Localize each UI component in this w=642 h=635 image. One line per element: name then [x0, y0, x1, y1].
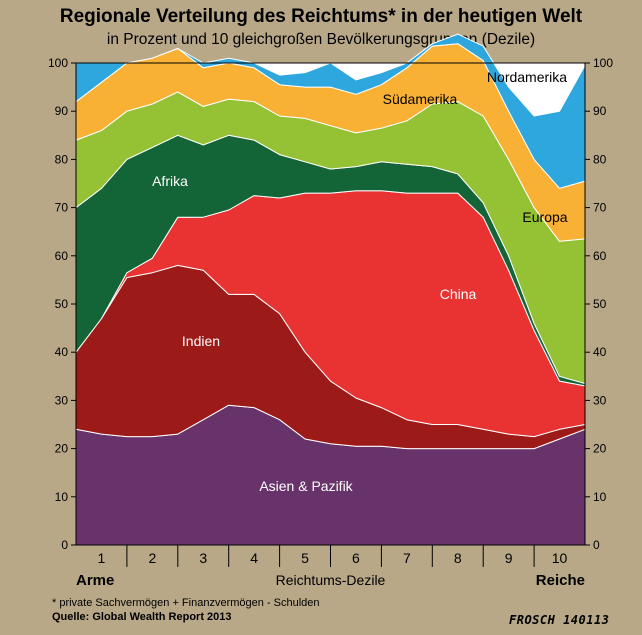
y-tick-label-right: 50	[593, 297, 607, 311]
x-left-label: Arme	[76, 572, 114, 589]
y-tick-label-right: 80	[593, 152, 607, 166]
x-tick-label: 10	[552, 550, 568, 566]
series-label-afrika: Afrika	[152, 173, 188, 189]
series-label-asien-pazifik: Asien & Pazifik	[259, 478, 353, 494]
series-label-indien: Indien	[182, 333, 220, 349]
x-right-label: Reiche	[536, 572, 585, 589]
x-tick-label: 5	[301, 550, 309, 566]
y-tick-label-left: 80	[55, 152, 69, 166]
chart-title: Regionale Verteilung des Reichtums* in d…	[59, 6, 583, 27]
y-tick-label-left: 100	[48, 56, 68, 70]
x-tick-label: 6	[352, 550, 360, 566]
y-tick-label-left: 0	[61, 538, 68, 552]
x-tick-label: 9	[505, 550, 513, 566]
y-tick-label-right: 10	[593, 490, 607, 504]
x-tick-label: 1	[98, 550, 106, 566]
y-tick-label-left: 60	[55, 249, 69, 263]
y-tick-label-right: 40	[593, 345, 607, 359]
y-tick-label-right: 100	[593, 56, 613, 70]
footnote: * private Sachvermögen + Finanzvermögen …	[52, 597, 320, 609]
x-axis-label: Reichtums-Dezile	[276, 572, 386, 588]
y-tick-label-left: 30	[55, 393, 69, 407]
y-tick-label-left: 20	[55, 442, 69, 456]
series-label-europa: Europa	[522, 209, 567, 225]
y-tick-label-right: 70	[593, 201, 607, 215]
y-tick-label-right: 20	[593, 442, 607, 456]
series-label-china: China	[440, 286, 477, 302]
series-label-nordamerika: Nordamerika	[487, 69, 567, 85]
x-tick-label: 4	[250, 550, 258, 566]
y-tick-label-left: 90	[55, 104, 69, 118]
y-tick-label-right: 0	[593, 538, 600, 552]
y-tick-label-left: 50	[55, 297, 69, 311]
signature: FROSCH 140113	[509, 613, 610, 627]
y-tick-label-left: 70	[55, 201, 69, 215]
x-tick-label: 2	[148, 550, 156, 566]
source: Quelle: Global Wealth Report 2013	[52, 611, 232, 623]
y-tick-label-left: 40	[55, 345, 69, 359]
y-tick-label-right: 60	[593, 249, 607, 263]
chart-subtitle: in Prozent und 10 gleichgroßen Bevölkeru…	[106, 31, 536, 48]
series-label-südamerika: Südamerika	[383, 91, 458, 107]
y-tick-label-right: 30	[593, 393, 607, 407]
y-tick-label-right: 90	[593, 104, 607, 118]
x-tick-label: 3	[199, 550, 207, 566]
y-tick-label-left: 10	[55, 490, 69, 504]
x-tick-label: 8	[454, 550, 462, 566]
x-tick-label: 7	[403, 550, 411, 566]
